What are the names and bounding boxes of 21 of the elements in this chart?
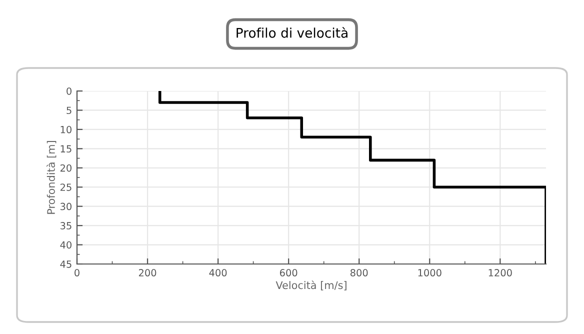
x-tick-label: 800 [350,269,368,276]
chart-title: Profilo di velocità [236,27,348,38]
y-tick-label: 25 [60,184,72,191]
x-axis-title: Velocità [m/s] [276,280,346,290]
x-tick-label: 0 [74,269,80,276]
y-tick-label: 35 [60,222,72,230]
y-tick-label: 10 [60,126,72,134]
y-axis-title: Profondità [m] [46,141,56,214]
y-tick-label: 45 [60,260,72,268]
x-tick-label: 1000 [418,269,442,276]
y-tick-label: 20 [60,164,72,172]
y-tick-label: 30 [60,202,72,210]
x-tick-label: 200 [138,269,156,276]
line-series [158,91,546,264]
x-tick-label: 400 [209,269,227,276]
y-tick-label: 5 [66,106,72,114]
x-tick-label: 600 [280,269,298,276]
y-tick-label: 15 [60,145,72,152]
x-tick-label: 1200 [488,269,512,276]
y-tick-label: 0 [66,87,72,95]
y-tick-label: 40 [60,241,72,249]
